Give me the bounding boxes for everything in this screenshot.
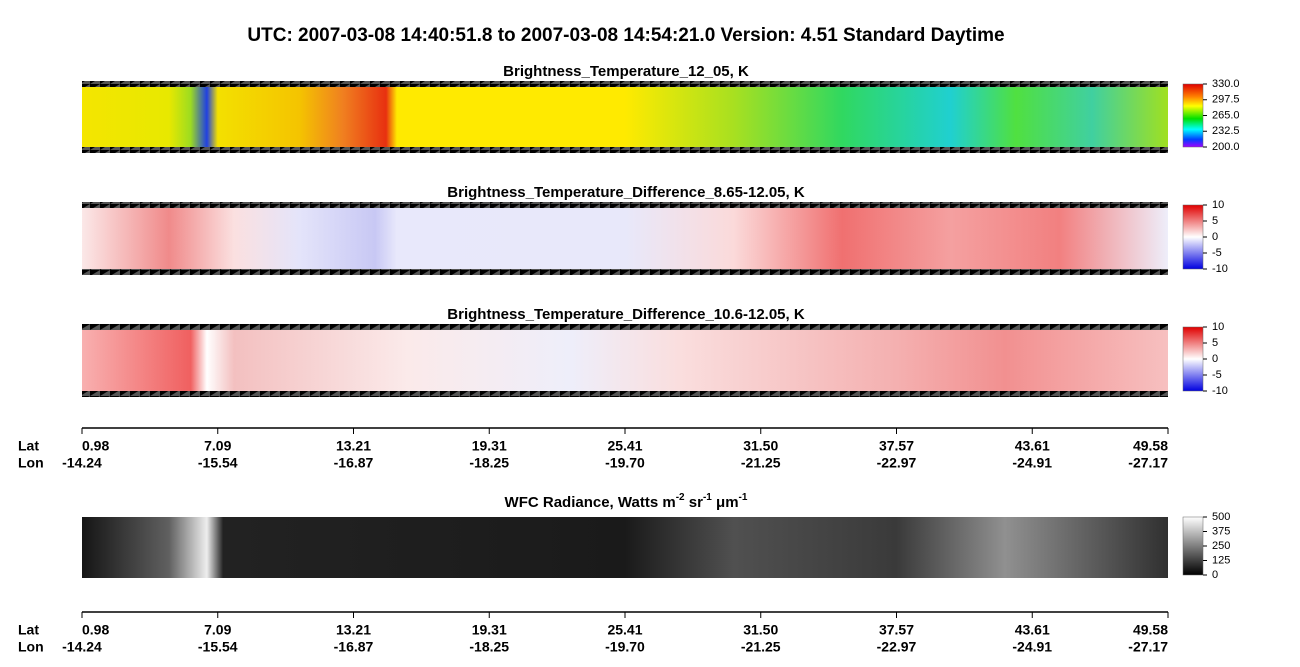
lon-tick-label: -18.25 [469,639,509,655]
colorbar-label: 10 [1212,321,1224,333]
title-part: -2 [676,492,685,503]
lat-tick-label: 13.21 [336,438,371,454]
title-part: -1 [703,492,712,503]
lat-tick-label: 49.58 [1133,622,1168,638]
lat-tick-label: 43.61 [1015,438,1050,454]
lon-tick-label: -22.97 [877,455,917,471]
colorbar-label: -5 [1212,369,1222,381]
panel-title: Brightness_Temperature_Difference_10.6-1… [447,306,805,323]
panel-title: WFC Radiance, Watts m-2 sr-1 μm-1 [505,492,748,511]
image-strip [82,205,1168,272]
colorbar-label: 330.0 [1212,78,1240,90]
lat-tick-label: 13.21 [336,622,371,638]
colorbar [1182,204,1204,270]
image-strip [82,327,1168,394]
lon-tick-label: -19.70 [605,455,645,471]
border [82,269,1168,275]
colorbar-label: 5 [1212,337,1218,349]
lon-tick-label: -15.54 [198,639,238,655]
lat-tick-label: 7.09 [204,438,231,454]
lat-label: Lat [18,622,39,638]
colorbar-label: 125 [1212,554,1230,566]
lon-tick-label: -14.24 [62,455,102,471]
lon-tick-label: -22.97 [877,639,917,655]
title-part: WFC Radiance, Watts m [505,494,676,511]
colorbar [1182,326,1204,392]
lat-tick-label: 25.41 [607,622,642,638]
lat-tick-label: 37.57 [879,438,914,454]
border [82,324,1168,330]
lat-tick-label: 43.61 [1015,622,1050,638]
lon-tick-label: -21.25 [741,455,781,471]
border [82,202,1168,208]
lat-tick-label: 0.98 [82,622,109,638]
title-part: -1 [739,492,748,503]
page-title: UTC: 2007-03-08 14:40:51.8 to 2007-03-08… [247,25,1004,46]
lat-tick-label: 25.41 [607,438,642,454]
colorbar-label: 297.5 [1212,94,1240,106]
lat-tick-label: 7.09 [204,622,231,638]
colorbar-label: 10 [1212,199,1224,211]
colorbar-label: 0 [1212,353,1218,365]
lon-tick-label: -16.87 [334,639,374,655]
colorbar-label: 0 [1212,231,1218,243]
image-strip [82,517,1168,578]
lon-tick-label: -21.25 [741,639,781,655]
title-part: sr [685,494,704,511]
lon-tick-label: -24.91 [1012,455,1052,471]
lon-tick-label: -27.17 [1128,639,1168,655]
lat-tick-label: 19.31 [472,438,507,454]
colorbar [1182,83,1204,148]
lat-tick-label: 49.58 [1133,438,1168,454]
lat-tick-label: 0.98 [82,438,109,454]
lat-tick-label: 19.31 [472,622,507,638]
colorbar-label: 232.5 [1212,125,1240,137]
colorbar-label: 265.0 [1212,109,1240,121]
colorbar-label: 5 [1212,215,1218,227]
lon-tick-label: -19.70 [605,639,645,655]
panel-title: Brightness_Temperature_Difference_8.65-1… [447,184,805,201]
colorbar-label: 200.0 [1212,141,1240,153]
colorbar-label: 250 [1212,540,1230,552]
lat-label: Lat [18,438,39,454]
colorbar-label: -5 [1212,247,1222,259]
colorbar [1182,516,1204,576]
lon-label: Lon [18,455,44,471]
image-strip [82,84,1168,150]
lon-label: Lon [18,639,44,655]
colorbar-label: -10 [1212,263,1228,275]
lat-tick-label: 31.50 [743,438,778,454]
lon-tick-label: -16.87 [334,455,374,471]
colorbar-label: 375 [1212,525,1230,537]
lon-tick-label: -27.17 [1128,455,1168,471]
lon-tick-label: -14.24 [62,639,102,655]
panel-title: Brightness_Temperature_12_05, K [503,63,749,80]
lon-tick-label: -24.91 [1012,639,1052,655]
lon-tick-label: -18.25 [469,455,509,471]
title-part: μm [712,494,739,511]
colorbar-label: -10 [1212,385,1228,397]
border [82,391,1168,397]
border [82,81,1168,87]
border [82,147,1168,153]
lat-tick-label: 37.57 [879,622,914,638]
colorbar-label: 500 [1212,511,1230,523]
lon-tick-label: -15.54 [198,455,238,471]
lat-tick-label: 31.50 [743,622,778,638]
colorbar-label: 0 [1212,569,1218,581]
